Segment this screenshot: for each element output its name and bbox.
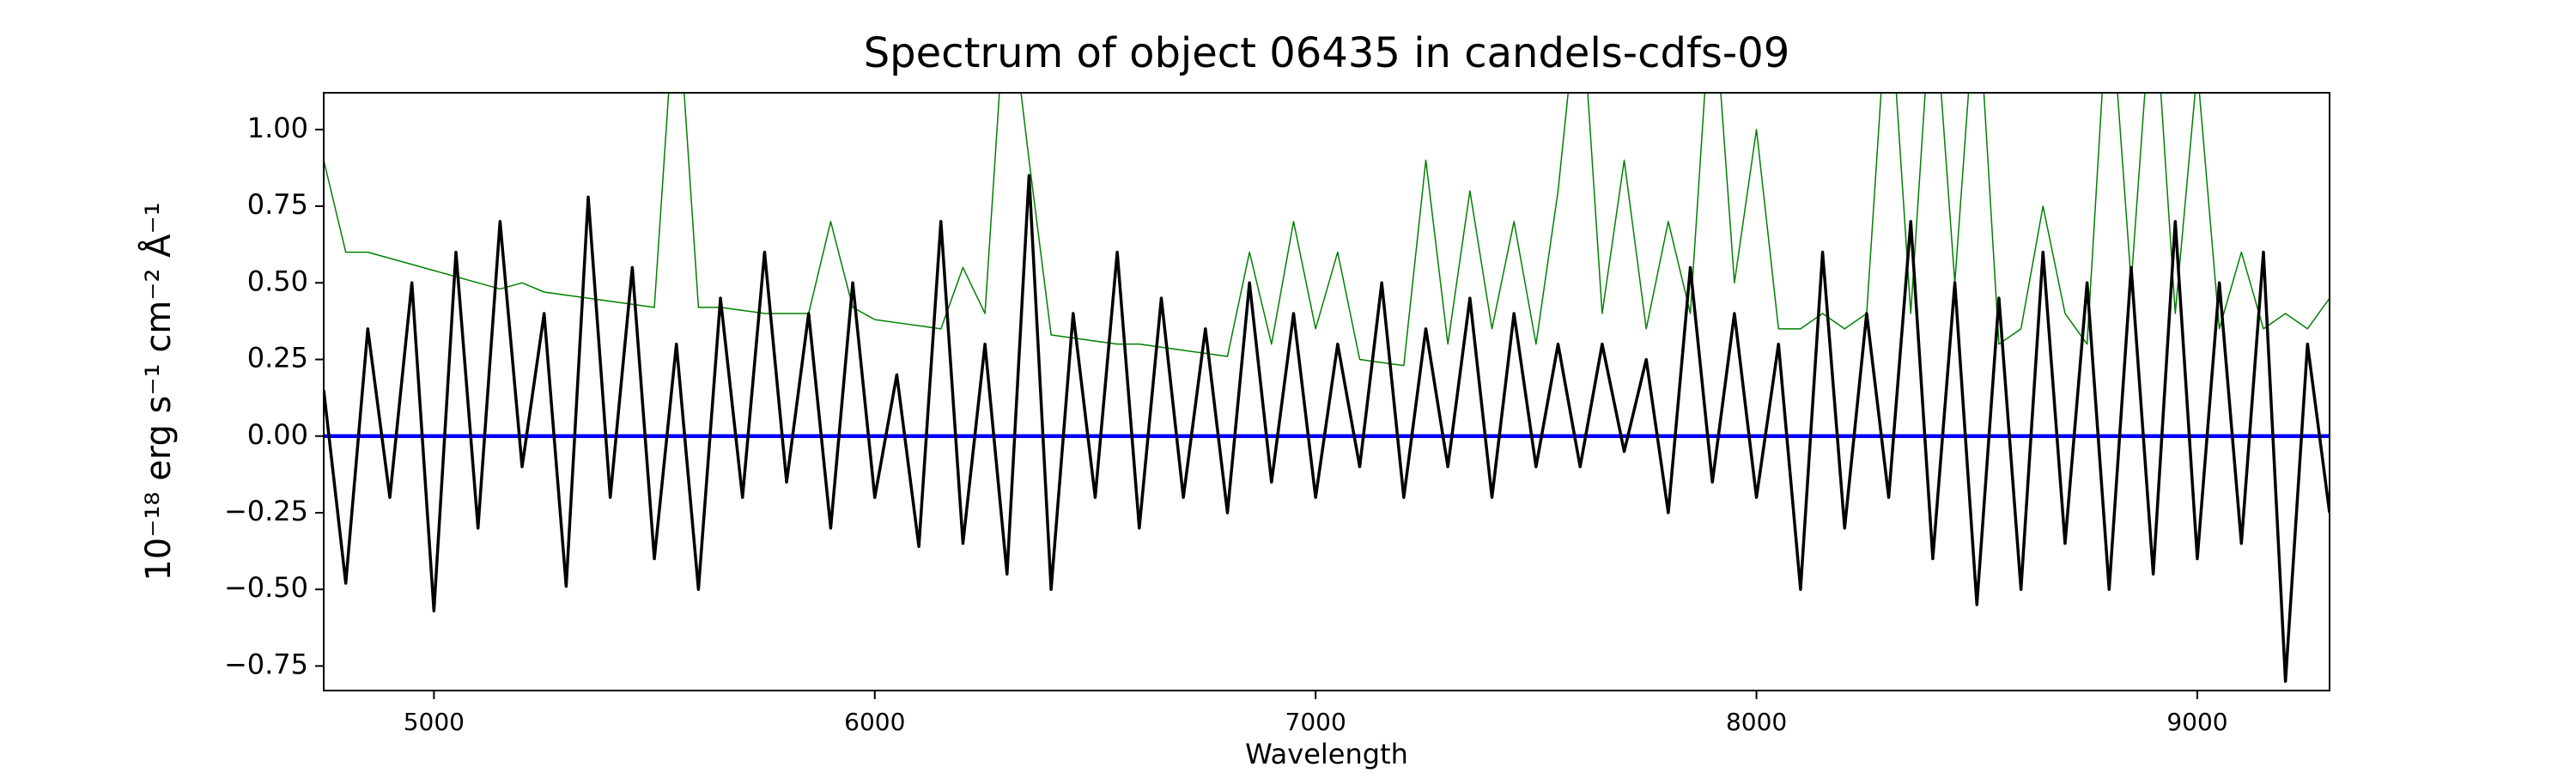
y-tick-label: 1.00 (247, 112, 308, 144)
y-tick-label: −0.50 (224, 571, 308, 604)
y-tick-label: −0.75 (224, 648, 308, 680)
axes: −0.75 −0.50 −0.25 0.00 0.25 0.50 0.75 1.00 5000 6… (224, 112, 2228, 736)
chart-title: Spectrum of object 06435 in candels-cdfs… (864, 29, 1790, 77)
x-axis-label: Wavelength (1245, 738, 1408, 770)
x-tick-label: 5000 (404, 708, 465, 736)
spectrum-line (324, 93, 2330, 367)
x-tick-label: 6000 (844, 708, 905, 736)
y-tick-label: 0.75 (247, 188, 308, 221)
plot-frame (323, 92, 2330, 691)
y-axis-label: 10⁻¹⁸ erg s⁻¹ cm⁻² Å⁻¹ (137, 202, 179, 581)
y-tick-label: 0.00 (247, 418, 308, 451)
plot-area (324, 93, 2330, 684)
x-tick-label: 8000 (1726, 708, 1787, 736)
x-tick-label: 7000 (1285, 708, 1346, 736)
y-tick-label: −0.25 (224, 495, 308, 527)
y-tick-label: 0.50 (247, 265, 308, 297)
spectrum-line (324, 173, 2330, 684)
y-tick-label: 0.25 (247, 342, 308, 374)
x-tick-label: 9000 (2166, 708, 2227, 736)
